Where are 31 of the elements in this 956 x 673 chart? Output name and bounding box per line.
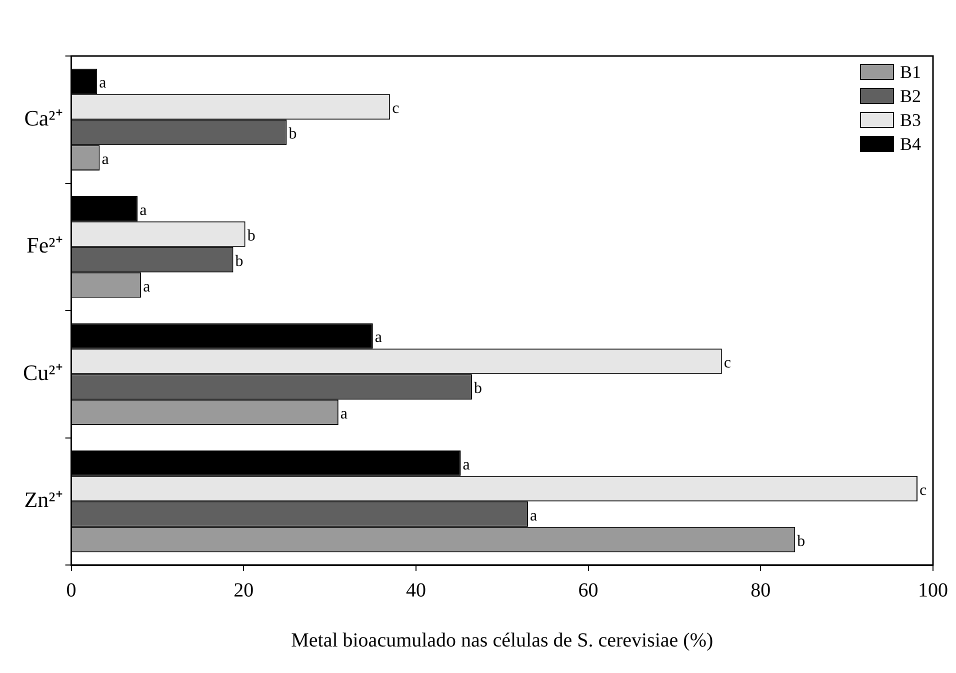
data-label: a (340, 406, 348, 423)
data-label: b (235, 252, 244, 270)
y-tick-label: Ca²⁺ (24, 105, 62, 130)
x-tick-label: 40 (406, 579, 426, 602)
data-label: a (143, 278, 150, 296)
y-tick-label: Zn²⁺ (24, 487, 62, 512)
data-label: c (724, 354, 731, 372)
legend-label: B3 (900, 109, 922, 132)
x-tick-label: 100 (918, 579, 948, 602)
x-tick-label: 20 (234, 579, 254, 602)
x-axis-title: Metal bioacumulado nas células de S. cerevisiae (%) (291, 629, 714, 652)
x-tick-label: 60 (578, 579, 598, 602)
y-tick-label: Cu²⁺ (22, 360, 62, 385)
data-label: c (919, 482, 927, 499)
data-label: b (474, 380, 482, 398)
data-label: a (374, 329, 382, 346)
data-label: a (530, 507, 538, 524)
data-label: b (797, 532, 806, 550)
legend-label: B2 (900, 85, 922, 108)
data-label: b (288, 126, 297, 143)
data-label: a (99, 74, 106, 92)
data-label: a (140, 202, 147, 219)
data-label: a (102, 151, 109, 168)
data-label: b (247, 227, 256, 244)
legend-label: B1 (900, 61, 922, 84)
data-label: c (392, 100, 400, 118)
y-tick-label: Fe²⁺ (26, 232, 62, 258)
legend-label: B4 (900, 133, 922, 156)
data-label: a (462, 456, 470, 474)
x-tick-label: 0 (66, 579, 76, 602)
x-tick-label: 80 (750, 579, 771, 602)
